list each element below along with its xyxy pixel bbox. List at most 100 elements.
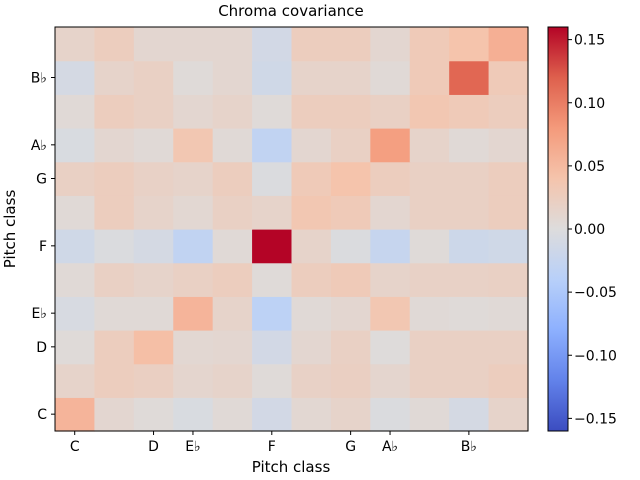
heatmap-cell [212, 128, 253, 163]
heatmap-cell [488, 60, 529, 95]
y-tick-label: F [39, 239, 47, 255]
heatmap-cell [449, 397, 490, 432]
heatmap-cell [212, 262, 253, 297]
heatmap-cell [173, 296, 214, 331]
heatmap-cell [55, 161, 96, 196]
heatmap-cell [212, 94, 253, 129]
heatmap-cell [409, 128, 450, 163]
heatmap-cell [94, 397, 135, 432]
heatmap-cell [409, 195, 450, 230]
heatmap-cell [449, 195, 490, 230]
heatmap-cell [291, 262, 332, 297]
colorbar-tick-label: −0.15 [574, 411, 617, 427]
heatmap-cell [370, 262, 411, 297]
heatmap-cell [252, 94, 293, 129]
heatmap-cell [173, 262, 214, 297]
heatmap-cell [94, 161, 135, 196]
heatmap-cell [488, 262, 529, 297]
heatmap-cell [173, 94, 214, 129]
heatmap-cell [173, 330, 214, 365]
heatmap-cell [291, 128, 332, 163]
heatmap-cell [449, 296, 490, 331]
y-tick-label: C [37, 407, 47, 423]
colorbar-tick-label: −0.10 [574, 348, 617, 364]
heatmap-cell [488, 27, 529, 62]
heatmap-cell [252, 60, 293, 95]
heatmap-cell [291, 296, 332, 331]
heatmap-cell [252, 128, 293, 163]
heatmap-cell [212, 195, 253, 230]
heatmap-cell [291, 60, 332, 95]
heatmap-cell [133, 128, 174, 163]
x-tick-label: G [345, 439, 356, 455]
y-tick-label: G [36, 172, 47, 188]
y-axis-label: Pitch class [1, 190, 19, 269]
colorbar-tick-label: 0.00 [574, 222, 605, 238]
heatmap-cell [330, 229, 371, 264]
y-axis-ticks: C D E♭ F G A♭ B♭ [31, 71, 55, 423]
heatmap-cell [173, 161, 214, 196]
heatmap-cell [212, 229, 253, 264]
heatmap-cell [133, 195, 174, 230]
colorbar [547, 26, 569, 432]
heatmap-cell [94, 94, 135, 129]
heatmap-cell [133, 161, 174, 196]
heatmap-cell [173, 363, 214, 398]
heatmap-cell [449, 27, 490, 62]
heatmap-cell [212, 330, 253, 365]
heatmap-cell [252, 161, 293, 196]
heatmap-cell [409, 363, 450, 398]
x-tick-label: E♭ [185, 439, 200, 455]
heatmap-cell [409, 397, 450, 432]
heatmap-cell [488, 229, 529, 264]
heatmap-cell [409, 330, 450, 365]
heatmap-cell [330, 27, 371, 62]
heatmap-cell [291, 195, 332, 230]
heatmap-cell [94, 330, 135, 365]
heatmap-cell [55, 363, 96, 398]
heatmap-cell [291, 94, 332, 129]
heatmap-cell [409, 161, 450, 196]
heatmap-cell [370, 27, 411, 62]
heatmap-cell [212, 296, 253, 331]
heatmap-cell [133, 296, 174, 331]
heatmap-cell [94, 296, 135, 331]
heatmap-cell [212, 60, 253, 95]
heatmap-cell [330, 60, 371, 95]
heatmap-cell [409, 229, 450, 264]
chart-title: Chroma covariance [218, 2, 364, 20]
heatmap-cell [291, 397, 332, 432]
heatmap-cell [94, 60, 135, 95]
heatmap-cell [212, 27, 253, 62]
heatmap-cell [252, 262, 293, 297]
heatmap-cell [173, 60, 214, 95]
heatmap-cell [94, 262, 135, 297]
heatmap-cell [133, 397, 174, 432]
heatmap-cell [291, 161, 332, 196]
heatmap-cell [370, 161, 411, 196]
heatmap-frame [54, 26, 529, 432]
heatmap-cell [212, 397, 253, 432]
heatmap-cell [488, 128, 529, 163]
heatmap-cell [449, 262, 490, 297]
heatmap-cell [173, 229, 214, 264]
x-axis-label: Pitch class [252, 458, 331, 476]
heatmap-cell [488, 397, 529, 432]
heatmap-cell [370, 296, 411, 331]
heatmap-cell [55, 330, 96, 365]
heatmap-cell [252, 195, 293, 230]
heatmap-cell [291, 229, 332, 264]
heatmap-cell [55, 397, 96, 432]
heatmap-cell [330, 161, 371, 196]
heatmap-cell [488, 161, 529, 196]
heatmap-cell [55, 229, 96, 264]
x-tick-label: B♭ [461, 439, 477, 455]
heatmap-cell [330, 296, 371, 331]
heatmap-cell [370, 128, 411, 163]
heatmap-cell [488, 94, 529, 129]
heatmap-cell [252, 330, 293, 365]
y-tick-label: A♭ [31, 138, 47, 154]
heatmap-cell [252, 229, 293, 264]
heatmap-cell [94, 363, 135, 398]
heatmap-cell [488, 296, 529, 331]
